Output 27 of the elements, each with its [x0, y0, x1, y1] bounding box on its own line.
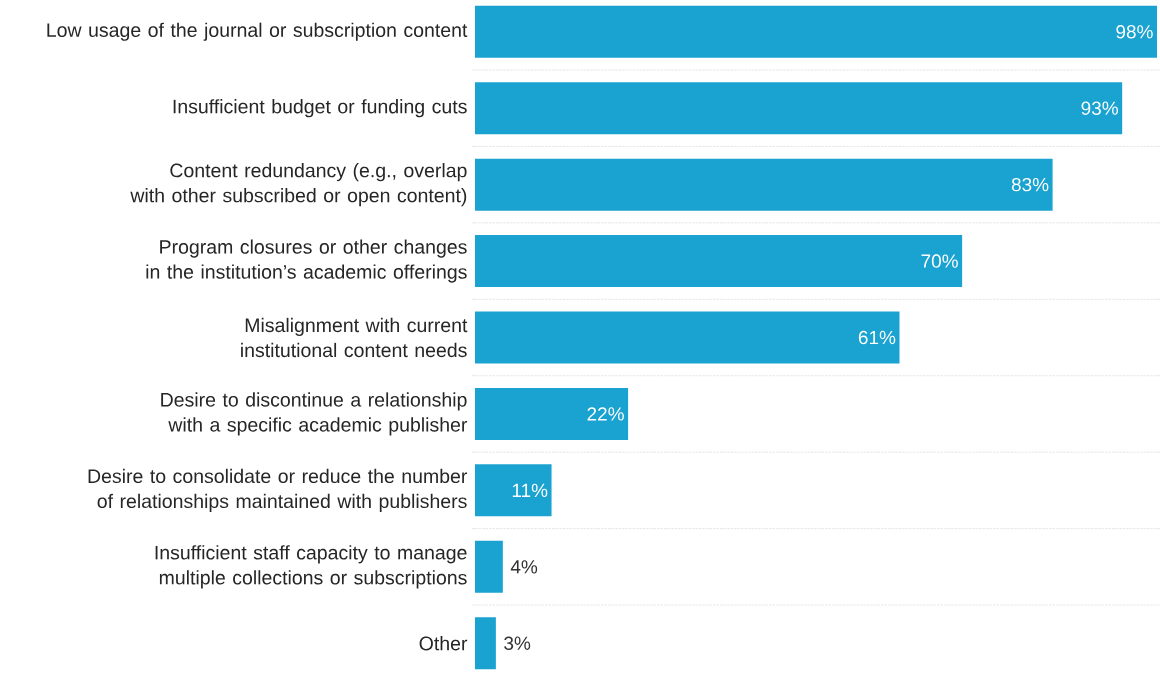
bar [475, 617, 496, 670]
bar [475, 540, 503, 593]
data-label: 3% [504, 636, 531, 650]
y-tick-label: Other [419, 636, 468, 651]
data-label: 11% [512, 483, 548, 498]
y-tick-label: Insufficient staff capacity to manage multiple collections or subscriptions [155, 545, 467, 589]
bar [475, 311, 900, 364]
data-label: 22% [587, 407, 624, 421]
bar [475, 464, 552, 517]
y-tick-label: Misalignment with current institutional content needs [241, 317, 468, 358]
bar [475, 82, 1123, 135]
data-label: 93% [1081, 101, 1118, 115]
y-tick-label: Desire to consolidate or reduce the number of relationships maintained with publishers [88, 468, 468, 512]
data-label: 83% [1011, 177, 1049, 192]
y-tick-label: Desire to discontinue a relationship with a specific academic publisher [161, 392, 468, 436]
bar [475, 387, 629, 440]
bar [475, 5, 1157, 58]
bar [475, 235, 963, 288]
data-label: 98% [1116, 25, 1153, 39]
bar [475, 158, 1053, 211]
data-label: 61% [858, 330, 896, 345]
y-tick-label: Content redundancy (e.g., overlap with other subscribed or open content) [130, 163, 467, 207]
y-tick-label: Low usage of the journal or subscription content [47, 22, 468, 41]
y-tick-label: Program closures or other changes in the institution’s academic offerings [146, 239, 467, 283]
data-label: 70% [921, 254, 958, 268]
y-tick-label: Insufficient budget or funding cuts [173, 99, 467, 118]
data-label: 4% [510, 560, 538, 574]
